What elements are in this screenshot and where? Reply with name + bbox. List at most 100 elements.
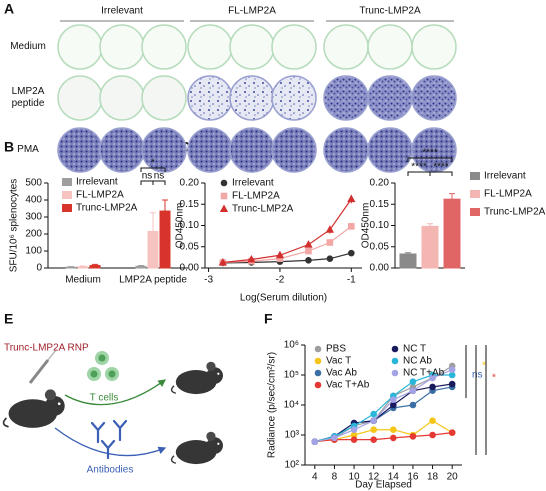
legend-label: NC T (403, 344, 426, 355)
marker (409, 387, 417, 394)
injection-label: Trunc-LMP2A RNP (4, 343, 89, 354)
y-tick-label: 10⁴ (284, 400, 299, 411)
y-tick-label: 0.15 (180, 199, 200, 210)
marker (218, 257, 227, 266)
row-label: PMA (17, 144, 39, 155)
y-axis-title: OD450nm (361, 203, 372, 249)
series-line (222, 225, 352, 264)
legend-label: Trunc-LMP2A (484, 207, 546, 218)
significance-label: **** (411, 162, 427, 173)
significance-label: * (482, 361, 486, 372)
significance-bracket (407, 157, 453, 162)
well (187, 24, 233, 70)
marker (347, 249, 355, 257)
x-tick-label: 4 (312, 472, 318, 483)
marker (448, 380, 456, 388)
legend-label: FL-LMP2A (484, 189, 532, 200)
bar (65, 266, 77, 269)
cells-label: T cells (90, 393, 119, 404)
error-bar (449, 193, 455, 200)
x-tick-label: 20 (447, 472, 459, 483)
marker (409, 433, 417, 440)
marker (391, 357, 399, 365)
legend-label: Vac Ab (326, 368, 357, 379)
column-header: FL-LMP2A (228, 6, 276, 17)
error-bar (138, 264, 144, 267)
significance-label: ns (142, 171, 153, 182)
marker (247, 254, 256, 263)
column-header: Trunc-LMP2A (359, 6, 421, 17)
well (271, 127, 317, 173)
marker (448, 429, 456, 436)
bar (399, 253, 417, 269)
marker (370, 410, 377, 418)
marker (305, 247, 312, 255)
marker (390, 401, 397, 409)
bar (147, 230, 159, 269)
bar (443, 198, 461, 269)
marker (326, 239, 334, 246)
series-line (314, 374, 453, 443)
legend-label: Vac T (326, 356, 351, 367)
legend-label: Irrelevant (232, 178, 274, 189)
well (323, 24, 369, 70)
x-tick-label: 14 (388, 472, 400, 483)
marker (370, 426, 377, 434)
bar (89, 264, 101, 269)
panel-label: A (4, 1, 14, 17)
series-line (222, 252, 352, 264)
well (367, 24, 413, 70)
well (323, 127, 369, 173)
y-tick-label: 10⁵ (284, 370, 299, 381)
y-tick-label: 0.10 (180, 220, 200, 231)
significance-label: **** (422, 148, 438, 159)
marker (409, 401, 417, 409)
y-tick-label: 0 (36, 263, 42, 274)
significance-label: ns (154, 171, 165, 182)
bar (159, 210, 171, 269)
well (411, 75, 457, 121)
legend-label: Irrelevant (484, 171, 526, 182)
marker (305, 257, 312, 264)
marker (304, 240, 313, 248)
panel-label: F (264, 311, 273, 327)
legend-label: Trunc-LMP2A (76, 203, 138, 214)
well (57, 75, 103, 121)
marker (314, 369, 322, 377)
y-tick-label: 10² (285, 460, 300, 471)
bar (77, 266, 89, 269)
y-axis-title: OD450nm (175, 203, 186, 249)
error-bar (92, 263, 98, 266)
y-tick-label: 0.00 (180, 263, 200, 274)
significance-label: **** (433, 162, 449, 173)
well (187, 75, 233, 121)
error-bar (80, 265, 86, 267)
significance-bracket (429, 171, 453, 176)
well (187, 127, 233, 173)
significance-label: * (151, 158, 155, 169)
y-tick-label: 500 (25, 178, 42, 189)
marker (347, 223, 355, 230)
legend-swatch (62, 178, 72, 186)
schematic (2, 349, 224, 465)
y-tick-label: 0.20 (370, 178, 390, 189)
legend-swatch (470, 208, 480, 216)
marker (409, 378, 417, 385)
marker (429, 374, 436, 382)
marker (331, 434, 338, 442)
y-tick-label: 0.15 (370, 199, 390, 210)
error-bar (150, 212, 156, 232)
marker (220, 192, 228, 200)
y-axis-title: Radiance (p/sec/cm²/sr) (267, 352, 278, 458)
well (141, 24, 187, 70)
marker (219, 204, 229, 212)
well (271, 75, 317, 121)
legend-swatch (62, 204, 72, 212)
well (99, 127, 145, 173)
panel-label: B (4, 139, 14, 155)
series-line (222, 198, 352, 264)
error-bar (162, 199, 168, 212)
well (229, 24, 275, 70)
well (367, 75, 413, 121)
